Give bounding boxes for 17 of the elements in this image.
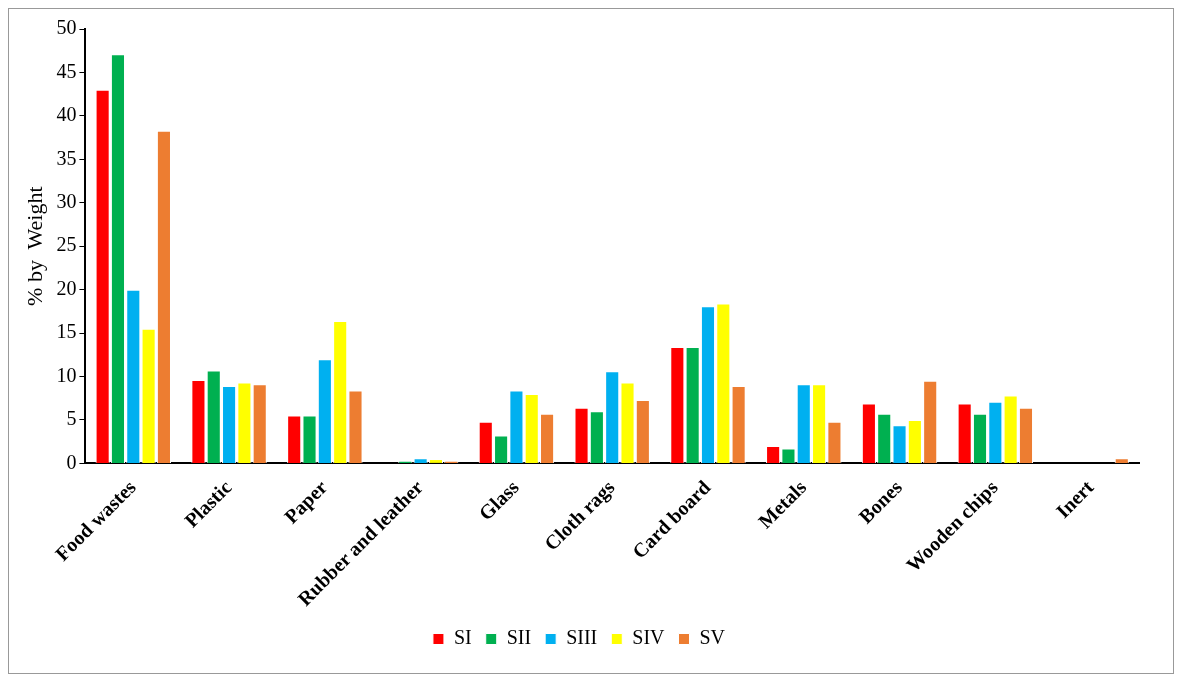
legend-label: SIII (566, 626, 598, 649)
y-tick-label: 40 (56, 103, 77, 126)
legend-label: SII (506, 626, 532, 649)
legend-label: SIV (632, 626, 666, 649)
legend-label: SI (453, 626, 472, 649)
y-tick-label: 20 (56, 276, 77, 299)
y-tick-label: 15 (56, 320, 77, 343)
y-tick-label: 10 (56, 363, 77, 386)
y-tick-label: 35 (56, 146, 77, 169)
y-axis-title: % by Weight (21, 186, 47, 306)
y-tick-label: 45 (56, 59, 77, 82)
legend-label: SV (699, 626, 726, 649)
y-tick-label: 50 (56, 16, 77, 39)
y-tick-label: 30 (56, 190, 77, 213)
y-tick-label: 5 (66, 407, 77, 430)
y-tick-label: 0 (66, 450, 77, 473)
y-tick-label: 25 (56, 233, 77, 256)
